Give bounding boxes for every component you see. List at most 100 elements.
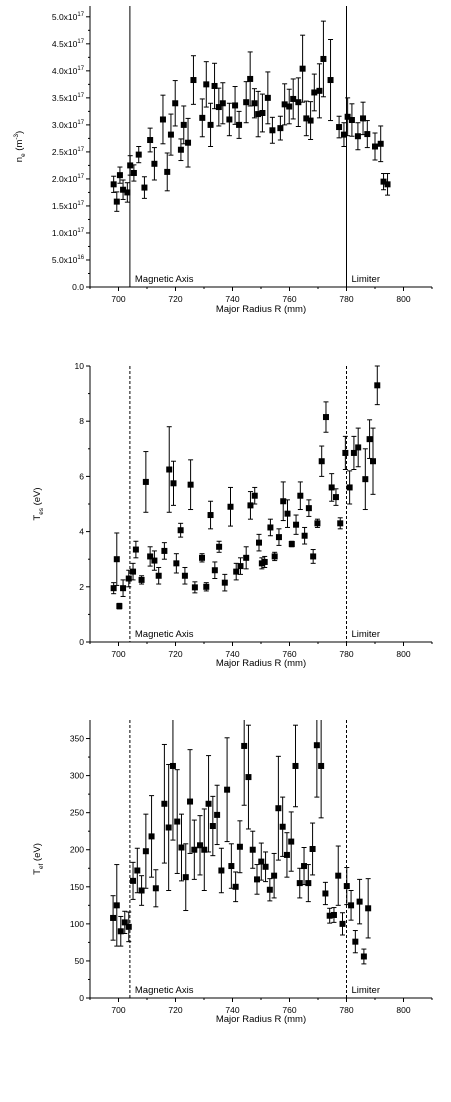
y-tick-label: 0 [79,637,84,647]
data-point [221,573,228,592]
y-axis-title: Tef (eV) [32,843,45,875]
data-marker [180,121,187,128]
y-tick-label: 3.5x1017 [52,93,84,103]
data-marker [161,547,168,554]
y-tick-label: 6 [79,471,84,481]
data-marker [165,824,172,831]
data-marker [178,844,185,851]
data-point [384,173,391,196]
data-point [360,101,367,136]
data-point [138,875,145,906]
data-marker [191,584,198,591]
data-marker [151,557,158,564]
data-point [227,486,234,527]
data-point [243,546,250,570]
data-point [343,867,350,906]
data-marker [348,117,355,124]
data-point [216,540,223,553]
data-point [350,435,357,470]
data-point [219,82,226,125]
data-marker [236,121,243,128]
data-point [152,869,159,908]
magnetic-axis-label: Magnetic Axis [135,629,194,640]
data-point [228,843,235,889]
data-marker [120,186,127,193]
data-marker [290,95,297,102]
data-marker [224,786,231,793]
data-marker [267,524,274,531]
data-point [178,813,185,882]
y-tick-label: 200 [70,845,84,855]
data-marker [226,116,233,123]
data-marker [292,762,299,769]
data-point [232,871,239,903]
x-tick-label: 800 [396,649,410,659]
data-point [211,561,218,580]
data-marker [182,874,189,881]
data-point [151,147,158,181]
data-point [365,878,372,939]
data-point [211,62,218,110]
data-point [322,401,329,433]
data-marker [134,867,141,874]
data-marker [207,121,214,128]
data-marker [151,160,158,167]
data-marker [366,436,373,443]
data-marker [301,532,308,539]
data-marker [354,133,361,140]
data-marker [295,99,302,106]
x-tick-label: 740 [225,294,239,304]
y-tick-label: 4.0x1017 [52,66,84,76]
data-marker [216,543,223,550]
data-point [296,867,303,899]
data-marker [127,162,134,169]
data-point [142,451,149,513]
data-point [172,80,179,127]
data-point [174,769,181,874]
data-marker [142,478,149,485]
x-tick-label: 700 [111,1005,125,1015]
panel-1: 700 720 740 760 780 800 0.0 5.0x1016 1.0x1017 1.5… [13,6,433,315]
data-point [284,499,291,528]
limiter-label: Limiter [352,629,381,640]
data-point [310,549,317,564]
data-point [116,166,123,184]
data-marker [286,103,293,110]
data-marker [135,151,142,158]
data-marker [197,842,204,849]
data-point [314,518,321,528]
data-marker [259,109,266,116]
data-marker [215,104,222,111]
data-marker [340,131,347,138]
data-point [214,784,221,846]
data-point [199,553,206,563]
x-axis-title: Major Radius R (mm) [216,304,306,315]
x-tick-label: 720 [168,294,182,304]
data-marker [247,502,254,509]
data-point [177,138,184,162]
data-point [142,813,149,889]
data-marker [269,127,276,134]
y-tick-label: 5.0x1016 [52,255,85,265]
data-point [247,51,254,107]
data-point [362,448,369,511]
data-marker [301,863,308,870]
data-point [207,500,214,530]
data-point [203,61,210,108]
data-point [190,55,197,105]
data-marker [201,846,208,853]
data-marker [310,553,317,560]
data-point [330,907,337,923]
data-point [288,811,295,872]
data-point [121,910,128,935]
data-point [258,842,265,881]
x-tick-label: 760 [282,294,296,304]
data-point [187,459,194,511]
data-marker [297,492,304,499]
data-point [293,514,300,535]
data-point [138,575,145,585]
data-marker [138,887,145,894]
data-marker [283,851,290,858]
data-point [135,146,142,164]
data-point [130,562,137,581]
